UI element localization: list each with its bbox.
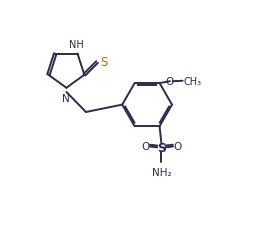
Text: S: S <box>100 56 107 69</box>
Text: O: O <box>165 77 173 87</box>
Text: NH₂: NH₂ <box>151 167 170 177</box>
Text: CH₃: CH₃ <box>182 76 200 86</box>
Text: S: S <box>156 141 165 154</box>
Text: N: N <box>61 94 69 103</box>
Text: O: O <box>140 141 149 151</box>
Text: O: O <box>173 141 181 151</box>
Text: NH: NH <box>69 40 83 50</box>
